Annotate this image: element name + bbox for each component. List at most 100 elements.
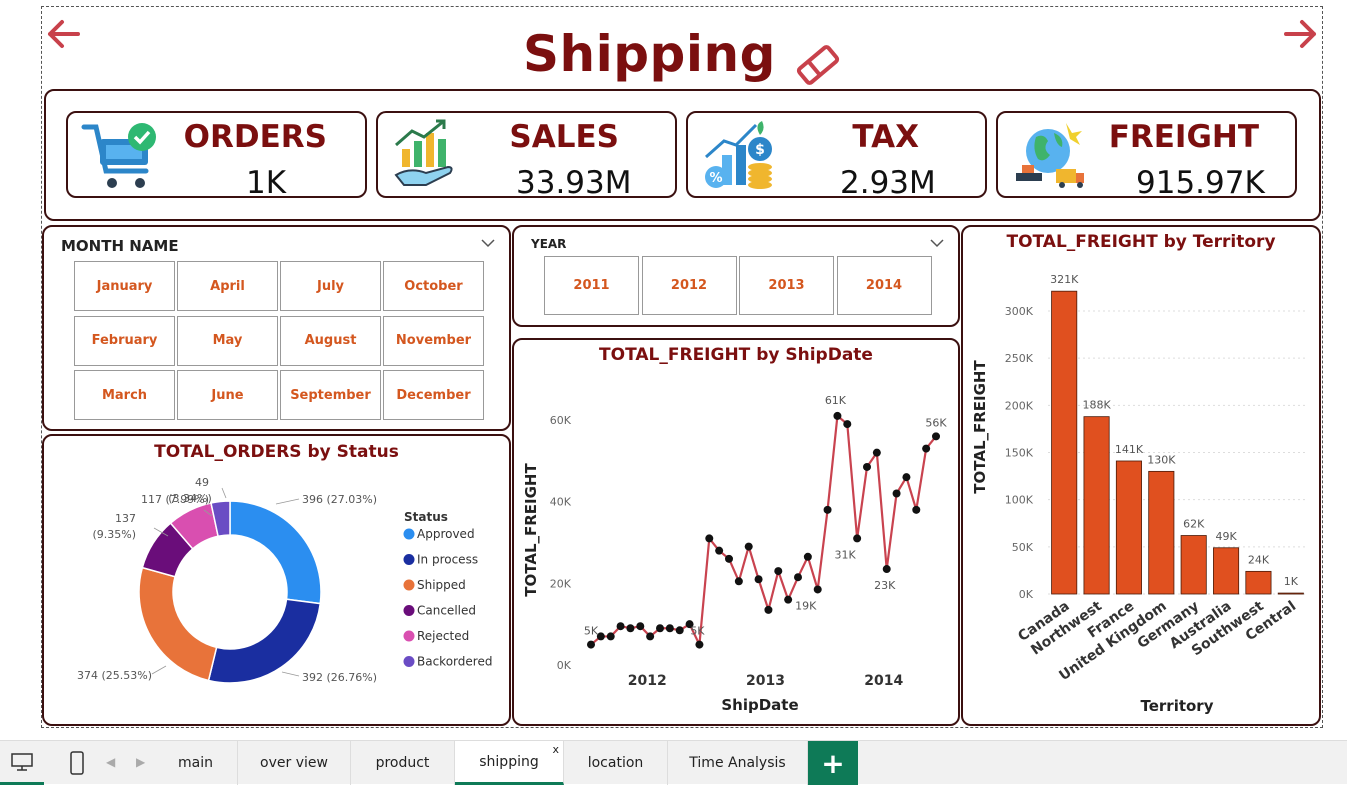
legend-marker [403,630,415,642]
legend-title: Status [404,510,448,524]
kpi-sales-value: 33.93M [516,165,632,201]
legend-item-in-process: In process [417,553,478,567]
tab-label: Time Analysis [689,755,786,771]
tab-label: over view [260,755,328,771]
y-tick-label: 150K [1005,447,1034,460]
data-point [882,565,891,574]
title-row: Shipping [42,25,1322,90]
donut-data-label: 49 [195,476,209,489]
scroll-right-icon[interactable]: ▶ [136,755,146,769]
data-point [715,546,724,555]
donut-data-label: (9.35%) [92,528,136,541]
bar-value-label: 49K [1215,530,1237,543]
donut-slice-approved [229,500,322,605]
bar-canada [1051,290,1078,595]
chevron-down-icon[interactable] [481,237,495,251]
tab-label: product [375,755,430,771]
chevron-down-icon[interactable] [930,237,944,251]
x-axis-label: Territory [1140,697,1213,715]
y-axis-label: TOTAL_FREIGHT [522,463,540,597]
month-button-may[interactable]: May [177,315,278,366]
donut-data-label: 396 (27.03%) [302,493,377,506]
month-button-january[interactable]: January [74,261,175,311]
month-button-february[interactable]: February [74,315,175,366]
tab-shipping[interactable]: shipping x [455,741,564,785]
data-point [705,534,714,543]
donut-slice-backordered [210,500,231,538]
y-tick-label: 50K [1012,541,1034,554]
y-tick-label: 20K [550,577,572,590]
data-point [932,432,940,441]
month-button-july[interactable]: July [280,261,381,311]
legend-marker [403,656,415,667]
scroll-left-icon[interactable]: ◀ [106,755,116,769]
svg-text:%: % [709,171,722,186]
status-chart-panel: TOTAL_ORDERS by Status Status 396 (27.03… [42,434,511,726]
x-tick-label: 2012 [628,673,667,689]
y-tick-label: 0K [557,659,572,672]
data-point [626,624,635,633]
bar-value-label: 24K [1248,553,1270,566]
data-point [754,575,763,584]
tab-main[interactable]: main [154,741,238,785]
month-button-april[interactable]: April [177,261,278,311]
year-button-2014[interactable]: 2014 [836,256,932,315]
month-button-september[interactable]: September [280,370,381,420]
data-point [843,420,852,429]
kpi-orders-value: 1K [246,165,287,201]
tab-over-view[interactable]: over view [238,741,351,785]
data-point [833,411,842,420]
year-button-2011[interactable]: 2011 [544,256,639,315]
legend-item-shipped: Shipped [417,578,466,592]
bar-central [1277,592,1304,595]
year-button-2013[interactable]: 2013 [739,256,834,315]
legend-marker [403,528,415,540]
month-button-august[interactable]: August [280,315,381,366]
point-data-label: 5K [690,625,705,638]
kpi-orders-label: ORDERS [183,119,327,155]
data-point [606,632,615,641]
point-data-label: 31K [835,548,857,561]
tab-time-analysis[interactable]: Time Analysis [668,741,808,785]
month-button-november[interactable]: November [383,315,484,366]
kpi-card-freight: FREIGHT 915.97K [996,111,1297,201]
donut-data-label: 392 (26.76%) [302,671,377,684]
leader-line [221,487,227,499]
data-point [744,542,753,551]
data-point [853,534,862,543]
month-slicer: MONTH NAME January April July October Februa… [42,225,511,431]
month-button-june[interactable]: June [177,370,278,420]
point-data-label: 19K [795,599,817,612]
month-button-december[interactable]: December [383,370,484,420]
x-tick-label: 2014 [864,673,903,689]
y-axis-label: TOTAL_FREIGHT [971,360,989,494]
tab-product[interactable]: product [351,741,455,785]
month-button-march[interactable]: March [74,370,175,420]
year-button-2012[interactable]: 2012 [641,256,737,315]
data-point [784,595,793,604]
leader-line [203,509,213,517]
data-point [803,552,812,561]
data-point [596,632,605,641]
bar-france [1115,460,1142,595]
month-button-october[interactable]: October [383,261,484,311]
bar-value-label: 1K [1284,575,1299,588]
shopping-cart-check-icon [80,119,160,197]
add-page-button[interactable]: + [808,741,858,785]
tab-location[interactable]: location [564,741,668,785]
close-tab-icon[interactable]: x [552,743,559,756]
arrow-left-icon[interactable] [46,17,80,55]
bar-australia [1213,547,1240,595]
x-axis-label: ShipDate [721,696,798,714]
bar-northwest [1083,416,1110,595]
data-point [734,577,743,586]
arrow-right-icon[interactable] [1284,17,1318,55]
data-point [665,624,674,633]
data-point [675,626,684,635]
legend-item-backordered: Backordered [417,655,492,669]
mobile-view-icon[interactable] [60,741,94,785]
data-point [794,573,802,582]
eraser-icon [795,44,841,90]
desktop-view-icon[interactable] [0,741,44,785]
y-tick-label: 40K [550,496,572,509]
